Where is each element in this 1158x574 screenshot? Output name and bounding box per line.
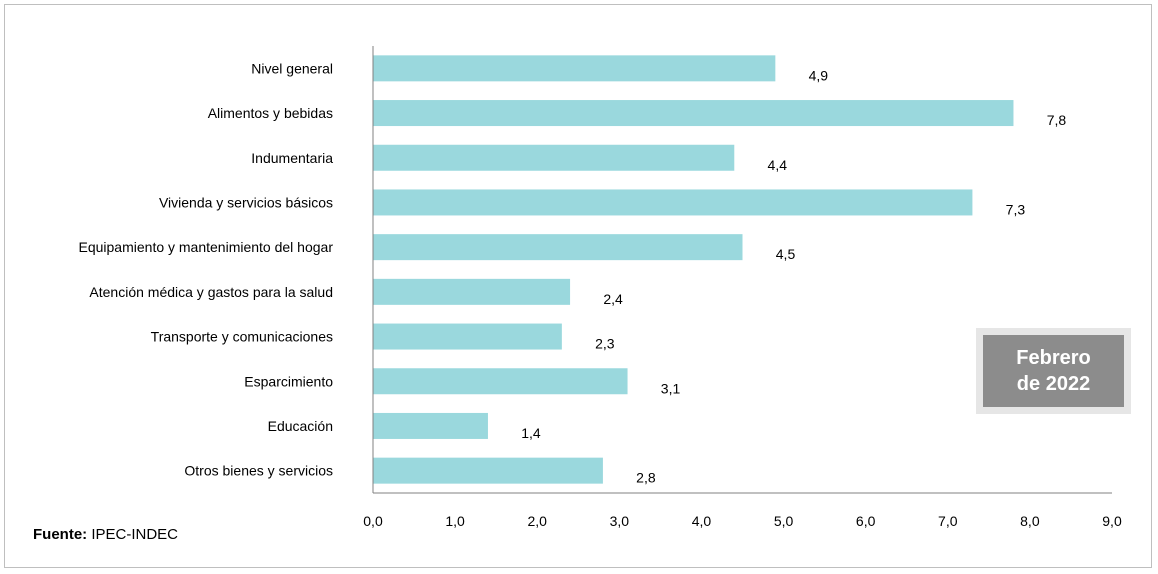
bar xyxy=(373,234,743,261)
value-label: 4,4 xyxy=(768,157,788,173)
bar xyxy=(373,412,488,439)
value-label: 7,3 xyxy=(1006,201,1026,217)
category-label: Transporte y comunicaciones xyxy=(151,329,333,345)
category-label: Atención médica y gastos para la salud xyxy=(89,284,333,300)
value-label: 7,8 xyxy=(1047,112,1067,128)
x-tick-label: 4,0 xyxy=(692,513,712,529)
value-label: 2,4 xyxy=(603,291,623,307)
value-label: 4,9 xyxy=(809,67,829,83)
bar xyxy=(373,278,571,305)
category-label: Alimentos y bebidas xyxy=(208,105,333,121)
value-label: 2,8 xyxy=(636,470,656,486)
bars-group xyxy=(373,55,1014,484)
value-label: 2,3 xyxy=(595,336,615,352)
category-label: Indumentaria xyxy=(251,150,333,166)
category-label: Otros bienes y servicios xyxy=(184,463,333,479)
value-label: 3,1 xyxy=(661,380,681,396)
bar xyxy=(373,55,776,82)
x-tick-label: 1,0 xyxy=(445,513,465,529)
category-label: Nivel general xyxy=(251,60,333,76)
value-label: 4,5 xyxy=(776,246,796,262)
category-label: Educación xyxy=(268,418,333,434)
period-year: de 2022 xyxy=(1016,373,1091,395)
value-labels: 4,9 7,8 4,4 7,3 4,5 2,4 2,3 3,1 1,4 2,8 xyxy=(521,67,1066,485)
x-tick-labels: 0,0 1,0 2,0 3,0 4,0 5,0 6,0 7,0 8,0 9,0 xyxy=(363,513,1122,529)
x-tick-label: 7,0 xyxy=(938,513,958,529)
source-label: Fuente: xyxy=(33,526,88,543)
x-tick-label: 9,0 xyxy=(1102,513,1122,529)
period-box: Febrero de 2022 xyxy=(976,328,1131,414)
x-tick-label: 0,0 xyxy=(363,513,383,529)
bar xyxy=(373,457,603,484)
x-tick-label: 2,0 xyxy=(527,513,547,529)
x-tick-label: 6,0 xyxy=(856,513,876,529)
value-label: 1,4 xyxy=(521,425,541,441)
category-labels: Nivel general Alimentos y bebidas Indument… xyxy=(79,60,334,478)
x-tick-label: 3,0 xyxy=(610,513,630,529)
category-label: Esparcimiento xyxy=(244,373,333,389)
source-text: IPEC-INDEC xyxy=(87,526,179,543)
bar xyxy=(373,323,562,350)
bar xyxy=(373,368,628,395)
category-label: Equipamiento y mantenimiento del hogar xyxy=(79,239,334,255)
bar xyxy=(373,144,735,171)
source-note: Fuente: IPEC-INDEC xyxy=(33,526,178,543)
x-tick-label: 5,0 xyxy=(774,513,794,529)
bar xyxy=(373,100,1014,127)
bar xyxy=(373,189,973,216)
axes xyxy=(372,46,1112,494)
period-month: Febrero xyxy=(1016,347,1091,369)
x-tick-label: 8,0 xyxy=(1020,513,1040,529)
period-box-inner: Febrero de 2022 xyxy=(983,335,1124,407)
category-label: Vivienda y servicios básicos xyxy=(159,194,333,210)
